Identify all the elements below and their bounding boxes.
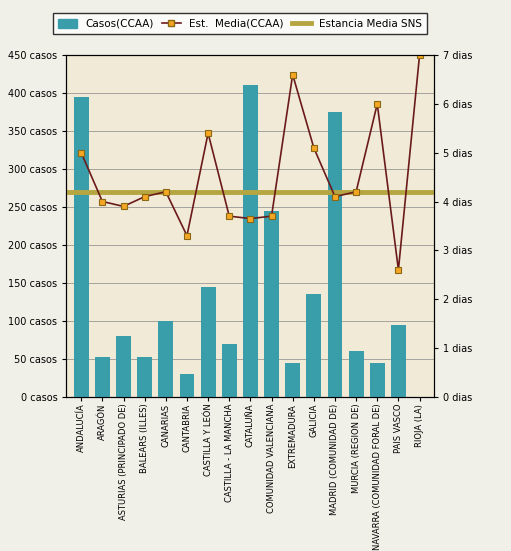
Bar [74,97,88,397]
Bar [307,294,321,397]
Bar [179,374,194,397]
Bar [370,363,385,397]
Legend: Casos(CCAA), Est.  Media(CCAA), Estancia Media SNS: Casos(CCAA), Est. Media(CCAA), Estancia … [53,13,427,34]
Bar [243,85,258,397]
Bar [201,287,216,397]
Bar [95,357,110,397]
Bar [158,321,173,397]
Bar [285,363,300,397]
Bar [137,357,152,397]
Bar [116,336,131,397]
Bar [222,344,237,397]
Bar [328,112,342,397]
Bar [349,351,363,397]
Bar [391,325,406,397]
Bar [264,210,279,397]
